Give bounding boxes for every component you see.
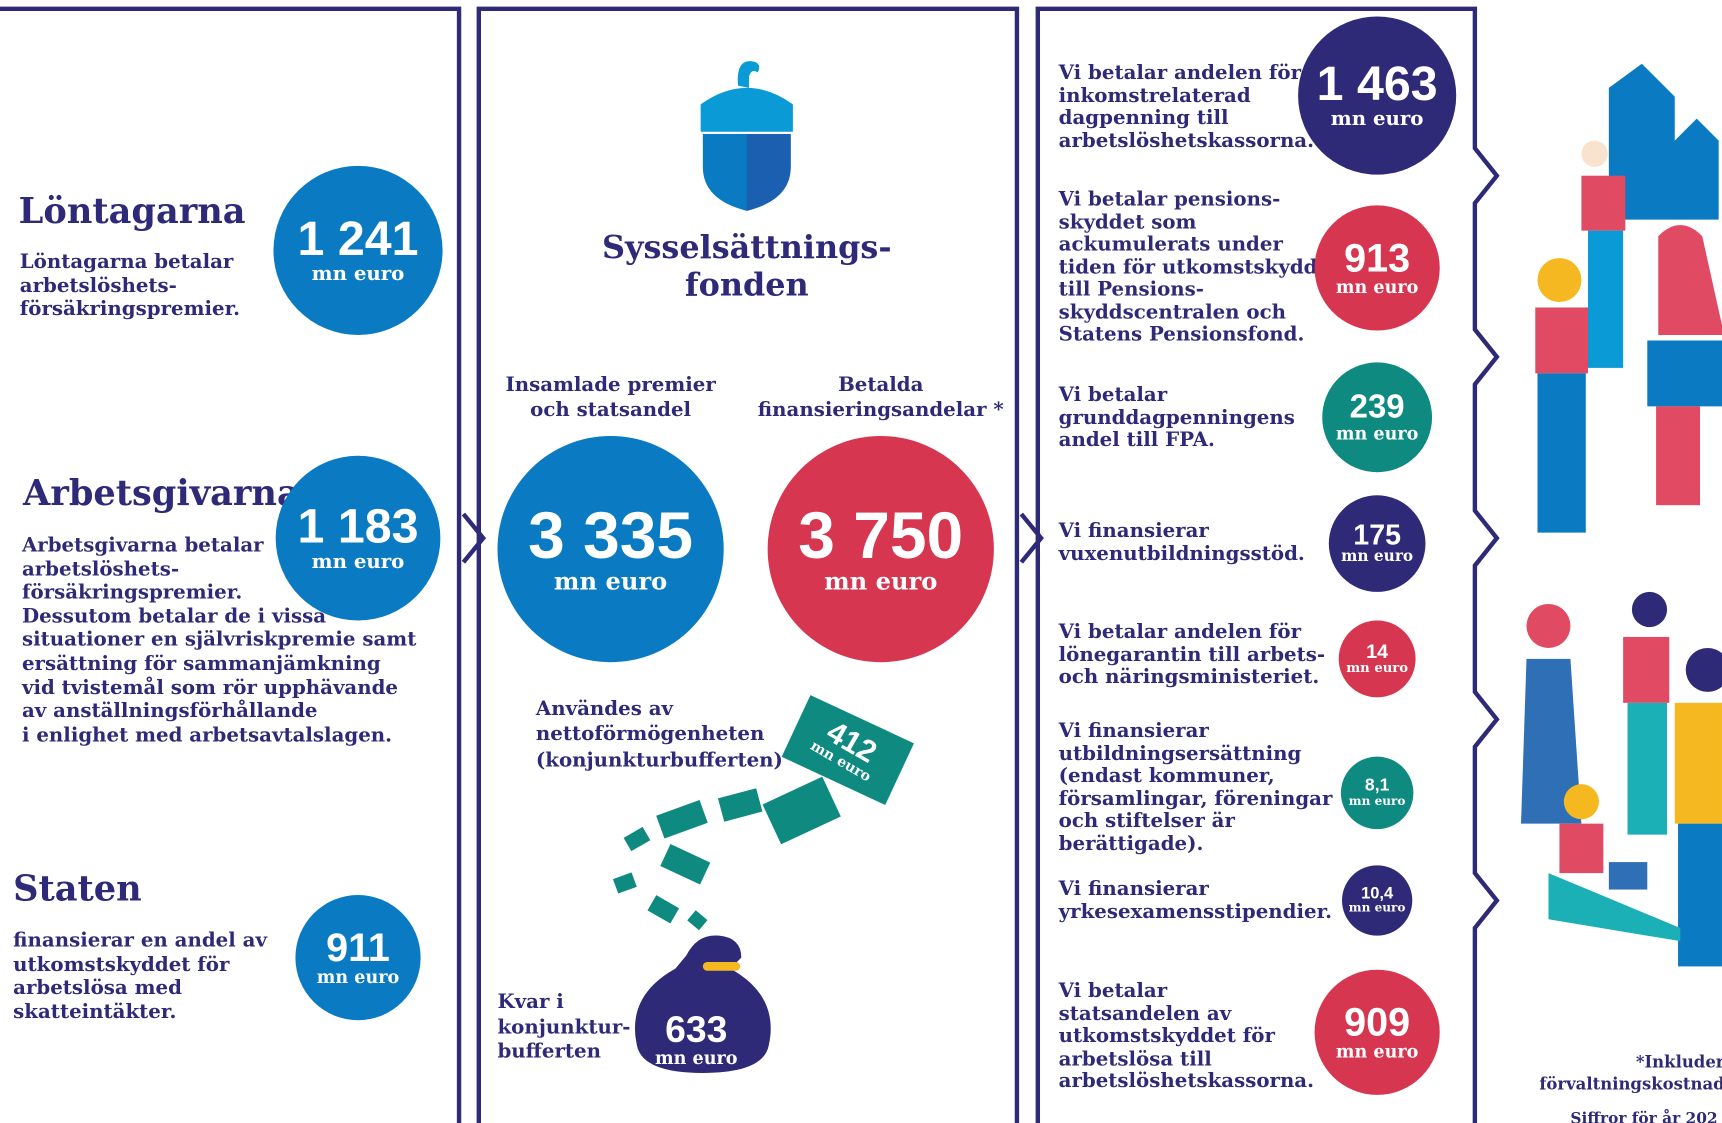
unit: mn euro <box>655 1049 737 1068</box>
unit: mn euro <box>1341 549 1413 566</box>
section-title: Arbetsgivarna <box>23 474 300 513</box>
unit: mn euro <box>554 569 667 596</box>
amount: 175 <box>1353 521 1401 550</box>
section-text: finansierar en andel av utkomstskyddet f… <box>13 929 267 1024</box>
unit: mn euro <box>1331 109 1424 131</box>
amount: 913 <box>1344 239 1410 279</box>
payment-text: Vi betalar grunddagpenningens andel till… <box>1059 384 1295 452</box>
footnote: *Inkludera förvaltningskostnade <box>1516 1052 1722 1095</box>
people-illustration <box>1521 64 1722 967</box>
unit: mn euro <box>1336 278 1418 297</box>
column-label: Betalda finansieringsandelar * <box>758 373 1004 422</box>
fund-title: Sysselsättnings- fonden <box>582 228 911 303</box>
infographic: Löntagarna Löntagarna betalar arbetslöshe… <box>0 0 1722 1123</box>
payment-text: Vi finansierar vuxenutbildningsstöd. <box>1059 521 1305 566</box>
unit: mn euro <box>824 569 937 596</box>
section-title: Staten <box>13 870 142 909</box>
payment-text: Vi finansierar yrkesexamensstipendier. <box>1059 879 1332 924</box>
section-text: Löntagarna betalar arbetslöshets- försäk… <box>20 250 240 321</box>
unit: mn euro <box>312 551 405 573</box>
section-title: Löntagarna <box>19 192 246 231</box>
amount: 8,1 <box>1365 777 1389 795</box>
amount: 3 335 <box>528 503 693 569</box>
remaining-label: Kvar i konjunktur- bufferten <box>497 991 630 1065</box>
acorn-icon <box>701 61 793 211</box>
payment-text: Vi betalar andelen för lönegarantin till… <box>1059 622 1325 690</box>
unit: mn euro <box>1336 1042 1418 1061</box>
unit: mn euro <box>1346 662 1408 676</box>
canvas: Löntagarna Löntagarna betalar arbetslöshe… <box>0 0 1722 1123</box>
amount: 1 183 <box>298 503 419 551</box>
amount: 14 <box>1366 642 1388 662</box>
amount: 1 463 <box>1317 61 1438 109</box>
unit: mn euro <box>1349 795 1406 808</box>
amount: 633 <box>665 1012 727 1049</box>
unit: mn euro <box>312 264 405 286</box>
amount: 239 <box>1350 391 1405 424</box>
unit: mn euro <box>1336 424 1418 443</box>
amount: 3 750 <box>798 503 963 569</box>
footnote-year: Siffror för år 202 <box>1570 1111 1717 1123</box>
used-label: Användes av nettoförmögenheten (konjunkt… <box>536 696 783 773</box>
amount: 909 <box>1344 1003 1410 1043</box>
amount: 911 <box>326 928 390 968</box>
right-panel-border <box>1038 9 1497 1123</box>
unit: mn euro <box>1349 902 1406 915</box>
unit: mn euro <box>317 968 399 987</box>
payment-text: Vi betalar pensions- skyddet som ackumul… <box>1059 189 1318 347</box>
payment-text: Vi finansierar utbildningsersättning (en… <box>1059 720 1333 855</box>
amount: 10,4 <box>1361 886 1393 902</box>
column-label: Insamlade premier och statsandel <box>501 373 721 422</box>
payment-text: Vi betalar statsandelen av utkomstskydde… <box>1059 981 1314 1094</box>
payment-text: Vi betalar andelen för inkomstrelaterad … <box>1059 63 1314 153</box>
amount: 1 241 <box>298 215 419 263</box>
